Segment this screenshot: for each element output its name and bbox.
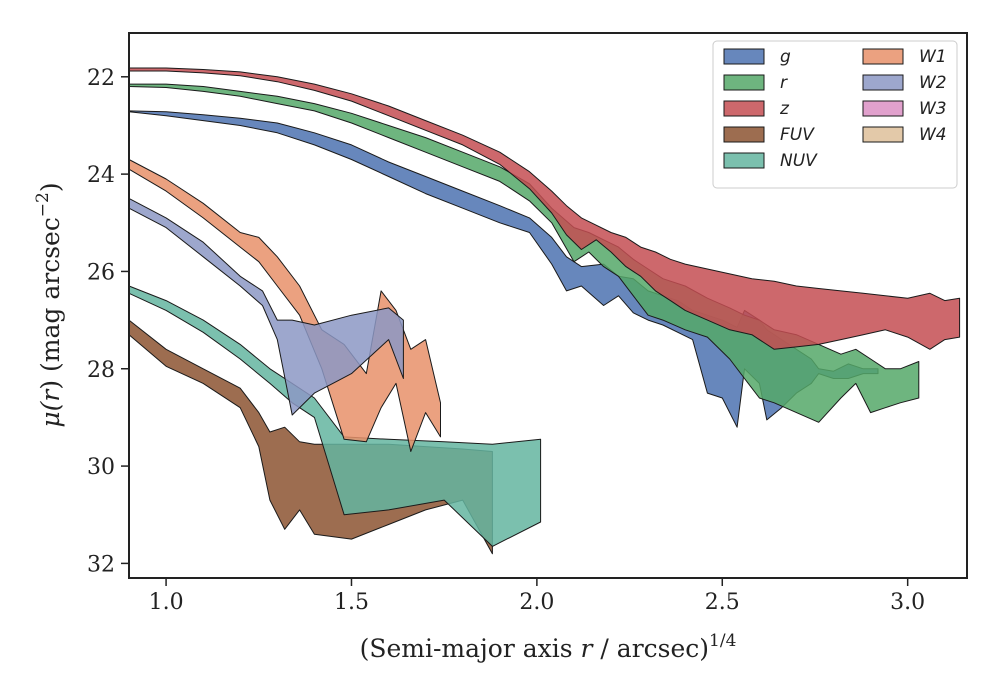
legend-label-r: r xyxy=(780,73,788,93)
plot-frame xyxy=(128,32,968,579)
x-tick-label: 2.5 xyxy=(705,590,740,615)
legend-swatch-fuv xyxy=(723,126,765,143)
y-tick-label: 22 xyxy=(87,66,115,91)
y-tick-label: 32 xyxy=(87,552,115,577)
legend-label-w4: W4 xyxy=(919,125,947,145)
y-tick-label: 28 xyxy=(87,358,115,383)
legend-swatch-g xyxy=(723,48,765,65)
legend-swatch-w1 xyxy=(862,48,904,65)
legend-label-w1: W1 xyxy=(919,47,947,67)
x-tick-label: 2.0 xyxy=(519,590,554,615)
legend-label-w2: W2 xyxy=(919,73,947,93)
y-tick-label: 24 xyxy=(87,163,115,188)
y-tick-label: 26 xyxy=(87,260,115,285)
x-tick-label: 3.0 xyxy=(890,590,925,615)
band-nuv xyxy=(128,285,542,547)
y-axis-ticks: 22 24 26 28 30 32 xyxy=(87,66,129,577)
band-z xyxy=(128,67,961,350)
y-tick-label: 30 xyxy=(87,455,115,480)
legend-swatch-nuv xyxy=(723,152,765,169)
y-axis-label: μ(r) (mag arcsec−2) xyxy=(33,182,65,427)
legend-label-nuv: NUV xyxy=(780,151,818,171)
legend-swatch-w3 xyxy=(862,100,904,117)
legend-label-w3: W3 xyxy=(919,99,947,119)
legend-swatch-w2 xyxy=(862,74,904,91)
legend-swatch-w4 xyxy=(862,126,904,143)
x-tick-label: 1.0 xyxy=(149,590,184,615)
legend-label-fuv: FUV xyxy=(780,125,815,145)
legend-label-g: g xyxy=(780,47,791,67)
band-w1 xyxy=(128,159,441,452)
legend-swatch-z xyxy=(723,100,765,117)
profile-bands xyxy=(128,67,961,555)
band-w2 xyxy=(128,197,404,416)
x-axis-label: (Semi-major axis r / arcsec)1/4 xyxy=(360,631,737,663)
legend-label-z: z xyxy=(779,99,790,119)
legend: grz FUV NUV W1 W2 W3 W4 xyxy=(712,40,958,189)
x-tick-label: 1.5 xyxy=(334,590,369,615)
x-axis-ticks: 1.0 1.5 2.0 2.5 3.0 xyxy=(149,578,925,615)
legend-swatch-r xyxy=(723,74,765,91)
